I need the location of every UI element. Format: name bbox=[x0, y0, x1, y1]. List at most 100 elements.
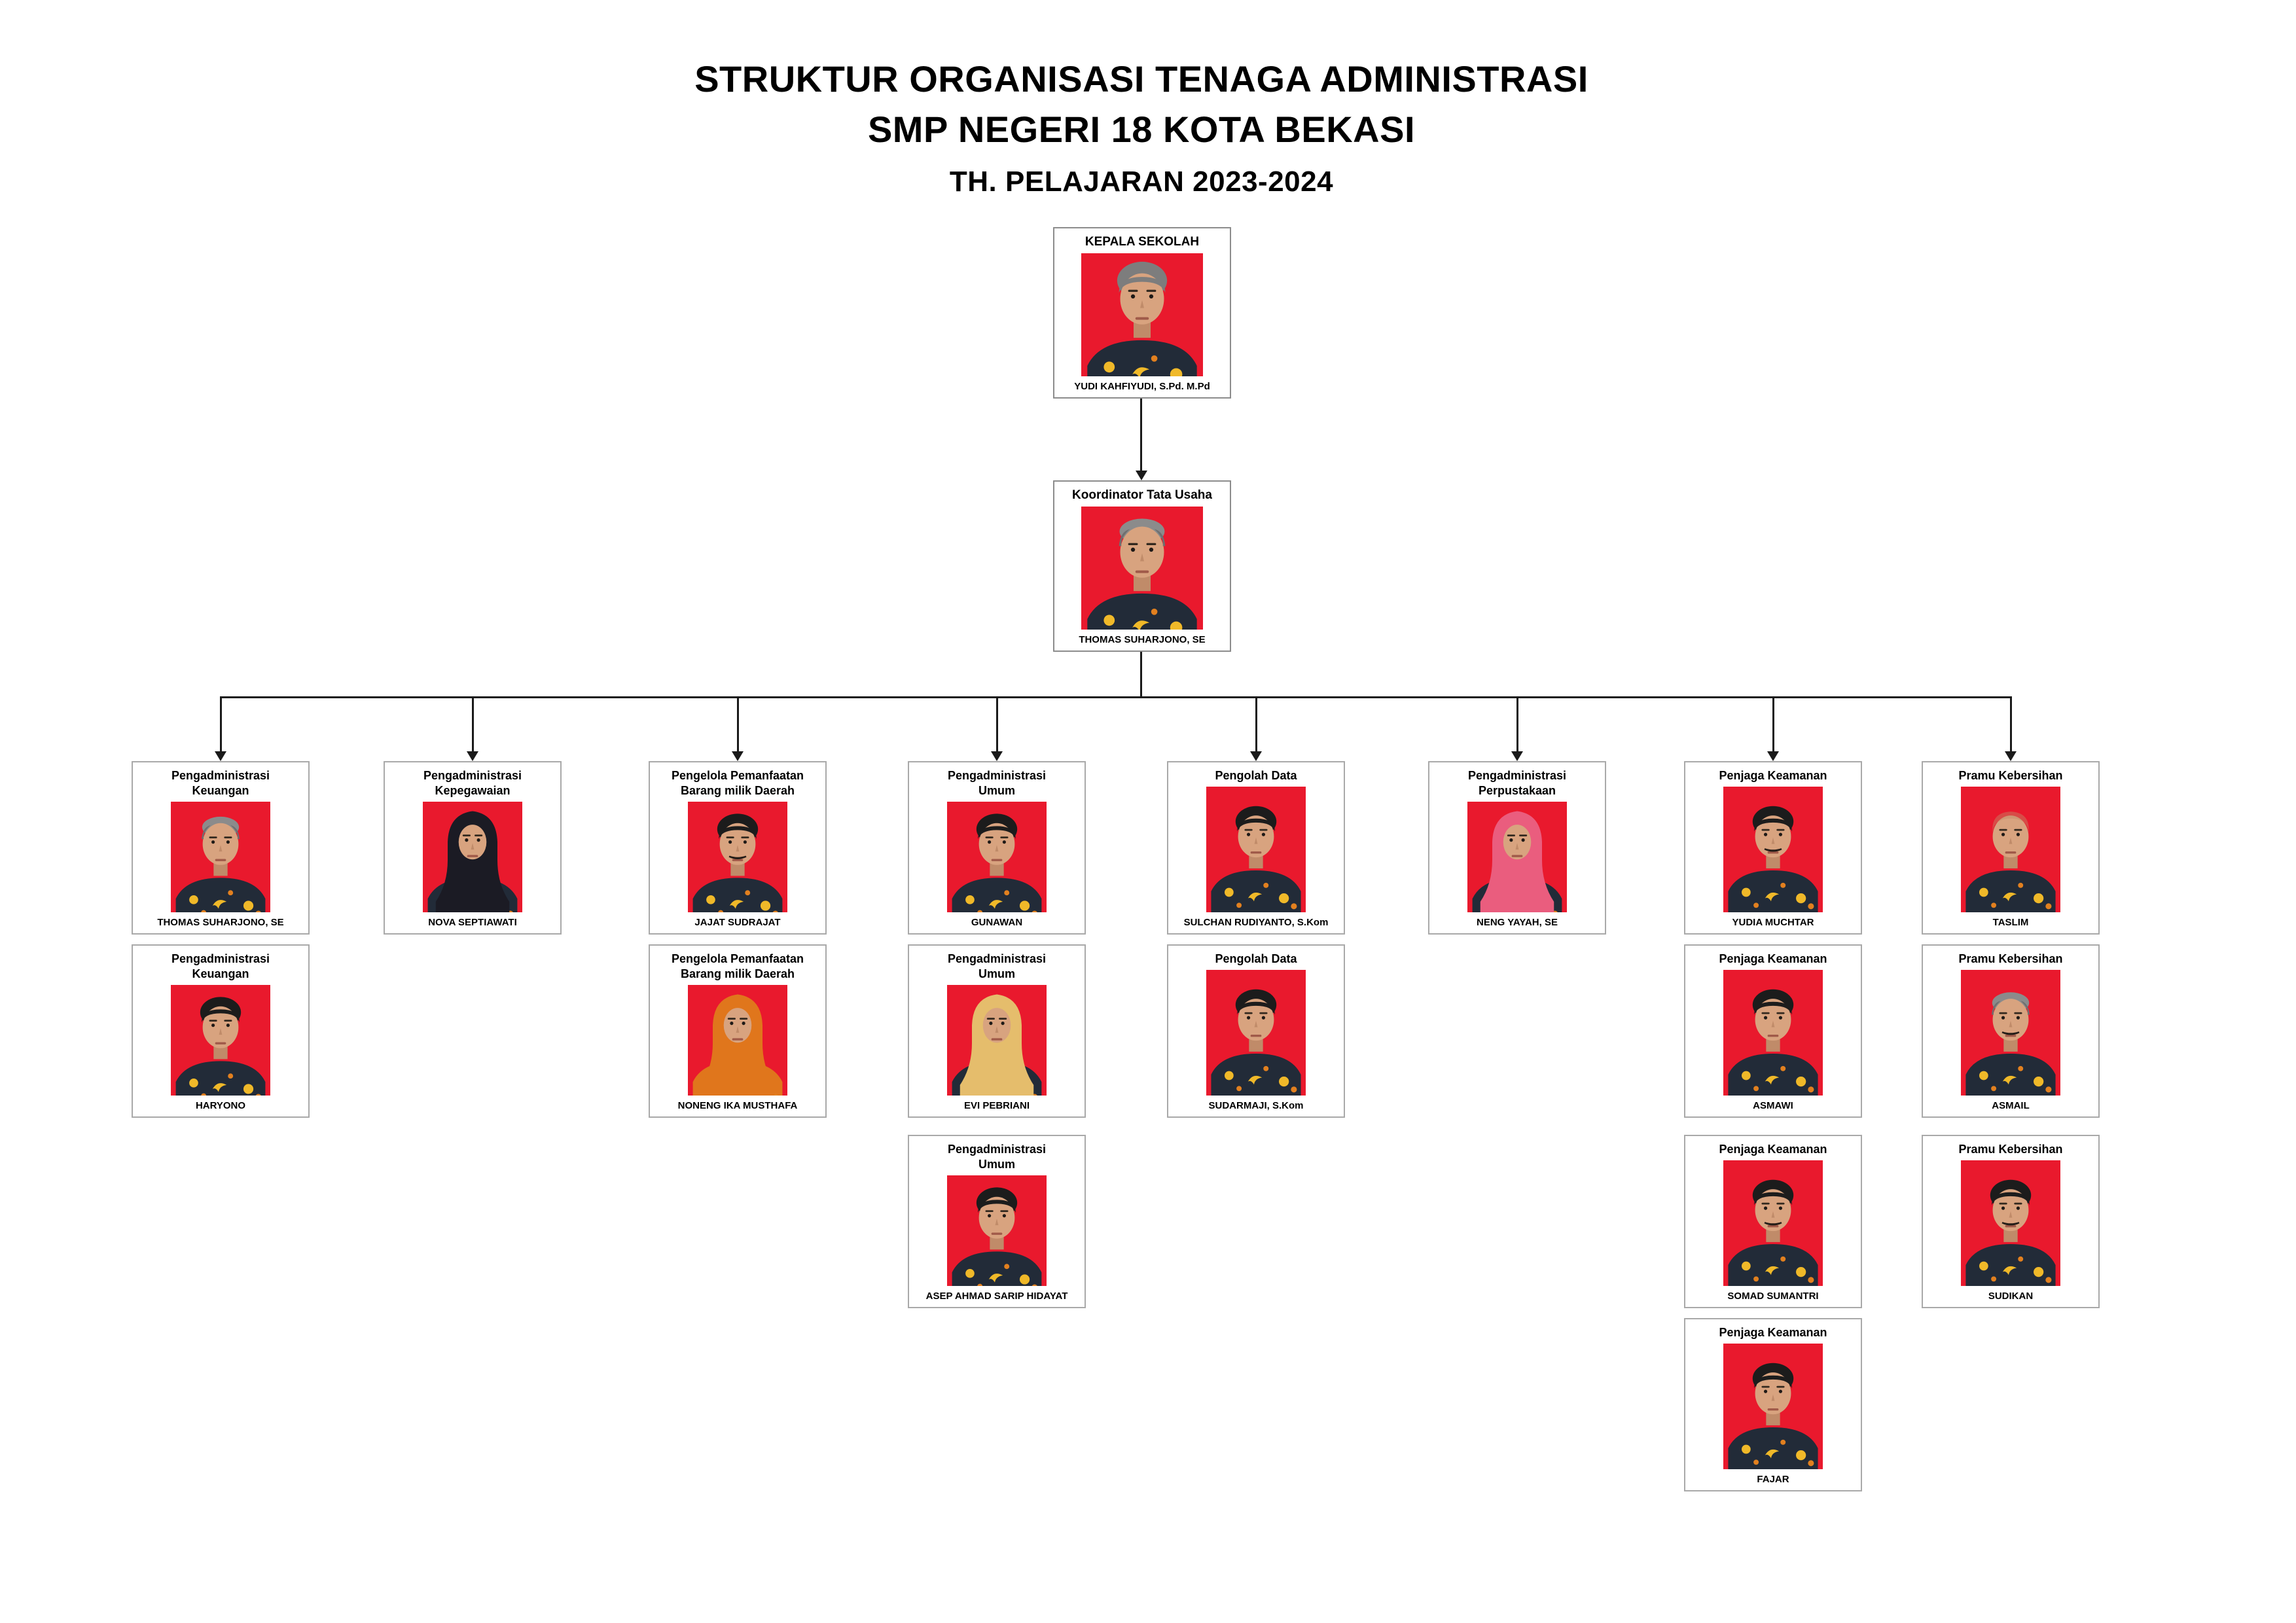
role-title: KEPALA SEKOLAH bbox=[1085, 235, 1200, 249]
connector-branch-5 bbox=[1255, 698, 1257, 752]
org-node-keuangan-1: Pengadministrasi Keuangan THOMAS SUHARJO… bbox=[132, 761, 310, 935]
person-name: GUNAWAN bbox=[971, 917, 1023, 928]
role-title: Penjaga Keamanan bbox=[1719, 1326, 1827, 1339]
role-title: Penjaga Keamanan bbox=[1719, 769, 1827, 782]
person-name: ASEP AHMAD SARIP HIDAYAT bbox=[925, 1291, 1068, 1302]
person-name: JAJAT SUDRAJAT bbox=[694, 917, 781, 928]
role-title: Pengelola Pemanfaatan Barang milik Daera… bbox=[671, 952, 804, 981]
org-node-umum-3: Pengadministrasi Umum ASEP AHMAD SARIP H… bbox=[908, 1135, 1086, 1308]
role-title: Pengadministrasi Keuangan bbox=[171, 952, 270, 981]
person-name: SOMAD SUMANTRI bbox=[1727, 1291, 1819, 1302]
org-node-kebersihan-3: Pramu Kebersihan SUDIKAN bbox=[1922, 1135, 2100, 1308]
org-node-umum-1: Pengadministrasi Umum GUNAWAN bbox=[908, 761, 1086, 935]
org-node-umum-2: Pengadministrasi Umum EVI PEBRIANI bbox=[908, 944, 1086, 1118]
connector-koordinator-bus bbox=[1140, 652, 1142, 698]
role-title: Penjaga Keamanan bbox=[1719, 1143, 1827, 1156]
portrait-photo bbox=[171, 802, 270, 912]
org-node-barang-daerah-2: Pengelola Pemanfaatan Barang milik Daera… bbox=[649, 944, 827, 1118]
role-title: Pengolah Data bbox=[1215, 952, 1297, 965]
portrait-photo bbox=[1723, 1160, 1823, 1286]
org-node-keamanan-4: Penjaga Keamanan FAJAR bbox=[1684, 1318, 1862, 1491]
org-node-barang-daerah-1: Pengelola Pemanfaatan Barang milik Daera… bbox=[649, 761, 827, 935]
person-name: TASLIM bbox=[1992, 917, 2029, 928]
portrait-photo bbox=[1961, 787, 2060, 912]
role-title: Pengadministrasi Kepegawaian bbox=[423, 769, 522, 798]
title-line-1: STRUKTUR ORGANISASI TENAGA ADMINISTRASI bbox=[694, 58, 1588, 99]
portrait-photo bbox=[1961, 1160, 2060, 1286]
connector-branch-6 bbox=[1516, 698, 1518, 752]
portrait-photo bbox=[1081, 253, 1203, 376]
arrow-down-icon bbox=[1136, 471, 1147, 480]
arrow-down-icon bbox=[991, 751, 1003, 761]
org-node-kepegawaian-1: Pengadministrasi Kepegawaian NOVA SEPTIA… bbox=[384, 761, 562, 935]
title-line-2: SMP NEGERI 18 KOTA BEKASI bbox=[867, 109, 1416, 151]
role-title: Penjaga Keamanan bbox=[1719, 952, 1827, 965]
portrait-photo bbox=[1723, 1344, 1823, 1469]
page-title: STRUKTUR ORGANISASI TENAGA ADMINISTRASI … bbox=[0, 54, 2283, 198]
person-name: SUDIKAN bbox=[1988, 1291, 2034, 1302]
portrait-photo bbox=[688, 985, 787, 1096]
org-node-keuangan-2: Pengadministrasi Keuangan HARYONO bbox=[132, 944, 310, 1118]
arrow-down-icon bbox=[467, 751, 478, 761]
connector-branch-8 bbox=[2010, 698, 2012, 752]
person-name: SULCHAN RUDIYANTO, S.Kom bbox=[1183, 917, 1329, 928]
person-name: THOMAS SUHARJONO, SE bbox=[157, 917, 284, 928]
portrait-photo bbox=[1081, 507, 1203, 630]
portrait-photo bbox=[947, 985, 1047, 1096]
portrait-photo bbox=[1961, 970, 2060, 1096]
portrait-photo bbox=[1206, 787, 1306, 912]
role-title: Koordinator Tata Usaha bbox=[1072, 488, 1212, 502]
person-name: FAJAR bbox=[1757, 1474, 1789, 1485]
arrow-down-icon bbox=[1250, 751, 1262, 761]
person-name: SUDARMAJI, S.Kom bbox=[1208, 1100, 1304, 1111]
arrow-down-icon bbox=[732, 751, 744, 761]
connector-kepala-koordinator bbox=[1140, 399, 1142, 472]
role-title: Pengadministrasi Keuangan bbox=[171, 769, 270, 798]
org-node-pengolah-data-1: Pengolah Data SULCHAN RUDIYANTO, S.Kom bbox=[1167, 761, 1345, 935]
role-title: Pengolah Data bbox=[1215, 769, 1297, 782]
org-node-kebersihan-2: Pramu Kebersihan ASMAIL bbox=[1922, 944, 2100, 1118]
role-title: Pengadministrasi Umum bbox=[947, 769, 1047, 798]
role-title: Pengadministrasi Umum bbox=[947, 1143, 1047, 1171]
connector-branch-4 bbox=[996, 698, 998, 752]
portrait-photo bbox=[688, 802, 787, 912]
org-node-keamanan-3: Penjaga Keamanan SOMAD SUMANTRI bbox=[1684, 1135, 1862, 1308]
role-title: Pengelola Pemanfaatan Barang milik Daera… bbox=[671, 769, 804, 798]
connector-branch-2 bbox=[472, 698, 474, 752]
title-line-3: TH. PELAJARAN 2023-2024 bbox=[949, 165, 1334, 198]
org-node-perpustakaan-1: Pengadministrasi Perpustakaan NENG YAYAH… bbox=[1428, 761, 1606, 935]
portrait-photo bbox=[1206, 970, 1306, 1096]
person-name: HARYONO bbox=[195, 1100, 246, 1111]
arrow-down-icon bbox=[215, 751, 226, 761]
person-name: ASMAWI bbox=[1753, 1100, 1793, 1111]
person-name: THOMAS SUHARJONO, SE bbox=[1079, 634, 1206, 645]
portrait-photo bbox=[423, 802, 522, 912]
portrait-photo bbox=[1723, 970, 1823, 1096]
portrait-photo bbox=[1467, 802, 1567, 912]
person-name: EVI PEBRIANI bbox=[963, 1100, 1030, 1111]
connector-branch-1 bbox=[220, 698, 222, 752]
connector-branch-3 bbox=[737, 698, 739, 752]
arrow-down-icon bbox=[1767, 751, 1779, 761]
person-name: YUDI KAHFIYUDI, S.Pd. M.Pd bbox=[1074, 381, 1210, 392]
role-title: Pramu Kebersihan bbox=[1958, 952, 2063, 965]
org-node-kepala-sekolah: KEPALA SEKOLAH YUDI KAHFIYUDI, S.Pd. M.P… bbox=[1053, 227, 1231, 399]
org-node-keamanan-2: Penjaga Keamanan ASMAWI bbox=[1684, 944, 1862, 1118]
org-node-pengolah-data-2: Pengolah Data SUDARMAJI, S.Kom bbox=[1167, 944, 1345, 1118]
org-node-keamanan-1: Penjaga Keamanan YUDIA MUCHTAR bbox=[1684, 761, 1862, 935]
arrow-down-icon bbox=[2005, 751, 2017, 761]
person-name: YUDIA MUCHTAR bbox=[1732, 917, 1814, 928]
connector-horizontal-bus bbox=[220, 696, 2012, 698]
role-title: Pramu Kebersihan bbox=[1958, 769, 2063, 782]
role-title: Pramu Kebersihan bbox=[1958, 1143, 2063, 1156]
org-node-koordinator-tata-usaha: Koordinator Tata Usaha THOMAS SUHARJONO,… bbox=[1053, 480, 1231, 652]
portrait-photo bbox=[1723, 787, 1823, 912]
portrait-photo bbox=[947, 1175, 1047, 1286]
person-name: NONENG IKA MUSTHAFA bbox=[677, 1100, 798, 1111]
arrow-down-icon bbox=[1511, 751, 1523, 761]
person-name: ASMAIL bbox=[1992, 1100, 2030, 1111]
role-title: Pengadministrasi Perpustakaan bbox=[1467, 769, 1567, 798]
role-title: Pengadministrasi Umum bbox=[947, 952, 1047, 981]
person-name: NOVA SEPTIAWATI bbox=[428, 917, 517, 928]
